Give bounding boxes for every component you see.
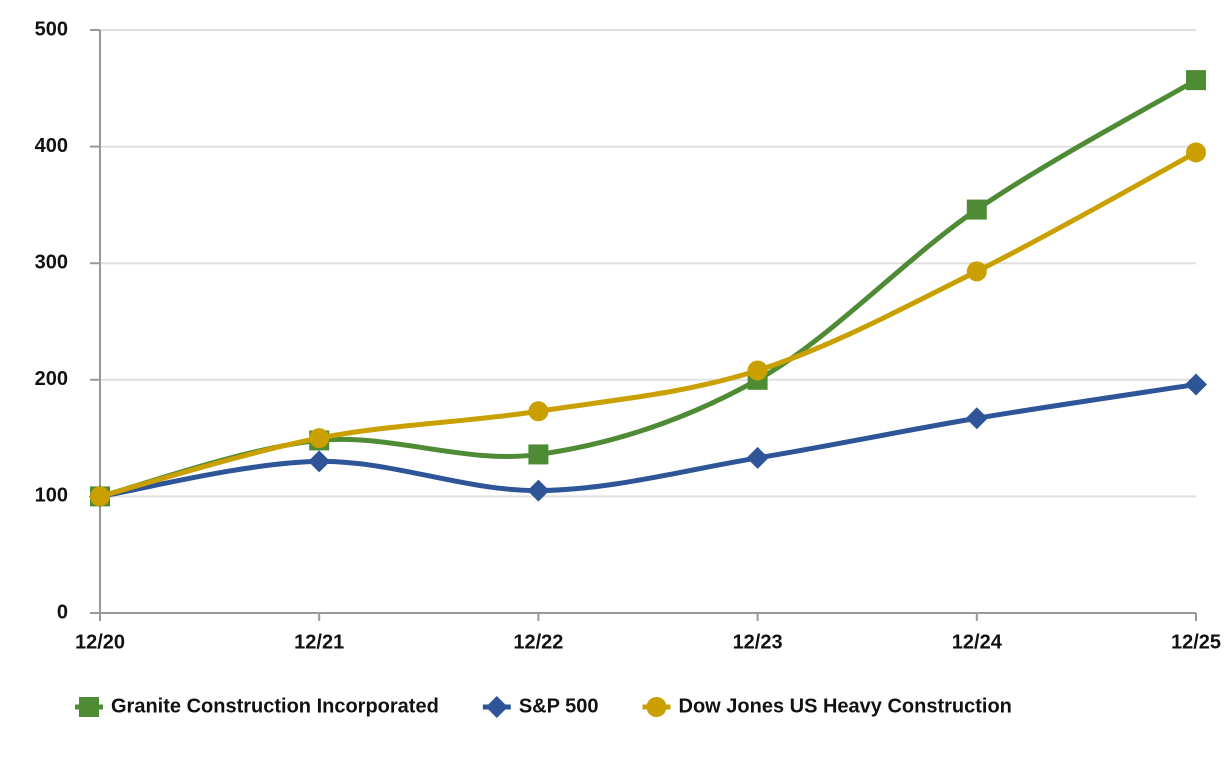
data-point (965, 407, 988, 430)
legend-label: Dow Jones US Heavy Construction (679, 695, 1012, 717)
y-tick-label: 400 (35, 135, 68, 157)
legend-item: S&P 500 (482, 695, 599, 718)
legend-item: Granite Construction Incorporated (75, 695, 439, 717)
legend-marker (79, 697, 99, 717)
x-tick-label: 12/24 (952, 631, 1003, 653)
data-point (528, 444, 549, 465)
x-tick-label: 12/21 (294, 631, 344, 653)
y-tick-label: 300 (35, 251, 68, 273)
y-tick-label: 200 (35, 368, 68, 390)
data-point (90, 486, 110, 507)
data-point (747, 360, 768, 381)
data-point (1186, 70, 1206, 91)
x-tick-label: 12/25 (1171, 631, 1221, 653)
x-tick-label: 12/22 (513, 631, 563, 653)
legend-marker (485, 696, 508, 718)
data-point (746, 446, 769, 469)
x-tick-label: 12/23 (733, 631, 783, 653)
legend-marker (646, 697, 667, 717)
data-point (527, 479, 550, 502)
data-point (309, 428, 330, 449)
data-point (528, 401, 549, 422)
data-point (966, 199, 987, 220)
y-tick-label: 0 (57, 601, 68, 623)
legend-label: Granite Construction Incorporated (111, 695, 439, 717)
data-point (1185, 373, 1207, 396)
y-tick-label: 100 (35, 485, 68, 507)
data-point (308, 450, 331, 473)
series-line (99, 381, 1197, 499)
x-tick-label: 12/20 (75, 631, 125, 653)
data-point (1186, 142, 1206, 163)
legend-item: Dow Jones US Heavy Construction (642, 695, 1012, 717)
y-tick-label: 500 (35, 18, 68, 40)
series-line (99, 150, 1198, 499)
series-line (99, 77, 1198, 499)
data-point (966, 261, 987, 282)
legend-label: S&P 500 (519, 695, 599, 717)
